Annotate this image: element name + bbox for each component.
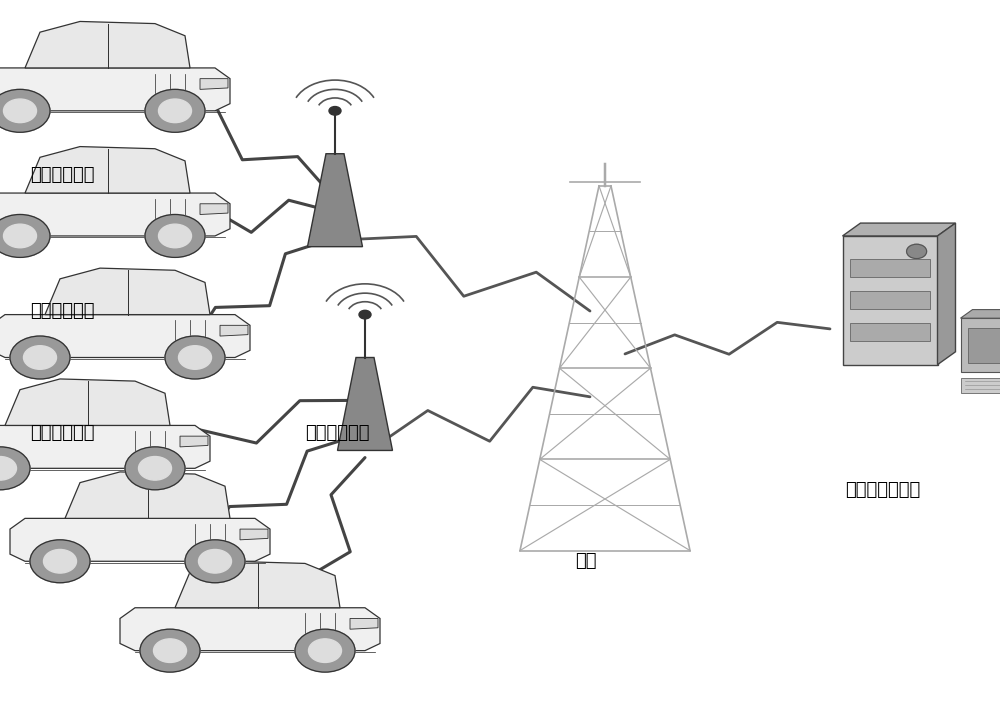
Polygon shape <box>938 223 956 365</box>
Text: 车载移动终端: 车载移动终端 <box>30 166 94 184</box>
Polygon shape <box>0 193 230 236</box>
Text: 中继传输节点: 中继传输节点 <box>305 423 370 442</box>
Circle shape <box>10 336 70 379</box>
Circle shape <box>329 107 341 115</box>
Polygon shape <box>10 518 270 561</box>
Circle shape <box>0 89 50 132</box>
Polygon shape <box>220 325 248 336</box>
Circle shape <box>23 345 56 369</box>
Polygon shape <box>200 79 228 89</box>
Circle shape <box>178 345 212 369</box>
Circle shape <box>4 225 36 248</box>
Polygon shape <box>0 425 210 468</box>
Polygon shape <box>842 223 956 236</box>
Circle shape <box>165 336 225 379</box>
FancyBboxPatch shape <box>960 378 1000 393</box>
Circle shape <box>158 99 192 123</box>
Polygon shape <box>45 268 210 315</box>
Polygon shape <box>5 379 170 425</box>
Text: 基站: 基站 <box>575 552 596 571</box>
Circle shape <box>198 549 232 573</box>
Text: 车载移动终端: 车载移动终端 <box>30 302 94 320</box>
Circle shape <box>4 99 36 123</box>
Circle shape <box>185 540 245 583</box>
FancyBboxPatch shape <box>960 318 1000 372</box>
Circle shape <box>295 629 355 672</box>
Text: 车联网信息中心: 车联网信息中心 <box>845 480 920 499</box>
Circle shape <box>145 214 205 257</box>
Circle shape <box>158 225 192 248</box>
FancyBboxPatch shape <box>842 236 938 365</box>
Circle shape <box>140 629 200 672</box>
FancyBboxPatch shape <box>968 328 1000 363</box>
Polygon shape <box>0 68 230 111</box>
Polygon shape <box>65 472 230 518</box>
Circle shape <box>153 639 186 662</box>
Polygon shape <box>337 358 392 450</box>
FancyBboxPatch shape <box>850 291 930 310</box>
Circle shape <box>138 457 172 480</box>
Circle shape <box>0 457 16 480</box>
Circle shape <box>30 540 90 583</box>
Circle shape <box>125 447 185 490</box>
Polygon shape <box>240 529 268 540</box>
Polygon shape <box>180 436 208 447</box>
Circle shape <box>907 245 927 259</box>
FancyBboxPatch shape <box>850 259 930 277</box>
Text: 车载移动终端: 车载移动终端 <box>30 423 94 442</box>
Circle shape <box>145 89 205 132</box>
Circle shape <box>0 214 50 257</box>
Polygon shape <box>350 618 378 629</box>
Circle shape <box>308 639 342 662</box>
Polygon shape <box>25 21 190 68</box>
Polygon shape <box>960 310 1000 318</box>
Polygon shape <box>120 608 380 651</box>
Polygon shape <box>25 147 190 193</box>
Circle shape <box>44 549 77 573</box>
Circle shape <box>0 447 30 490</box>
Polygon shape <box>0 315 250 358</box>
Polygon shape <box>175 561 340 608</box>
FancyBboxPatch shape <box>850 323 930 342</box>
Polygon shape <box>308 154 363 247</box>
Circle shape <box>359 310 371 319</box>
Polygon shape <box>200 204 228 214</box>
